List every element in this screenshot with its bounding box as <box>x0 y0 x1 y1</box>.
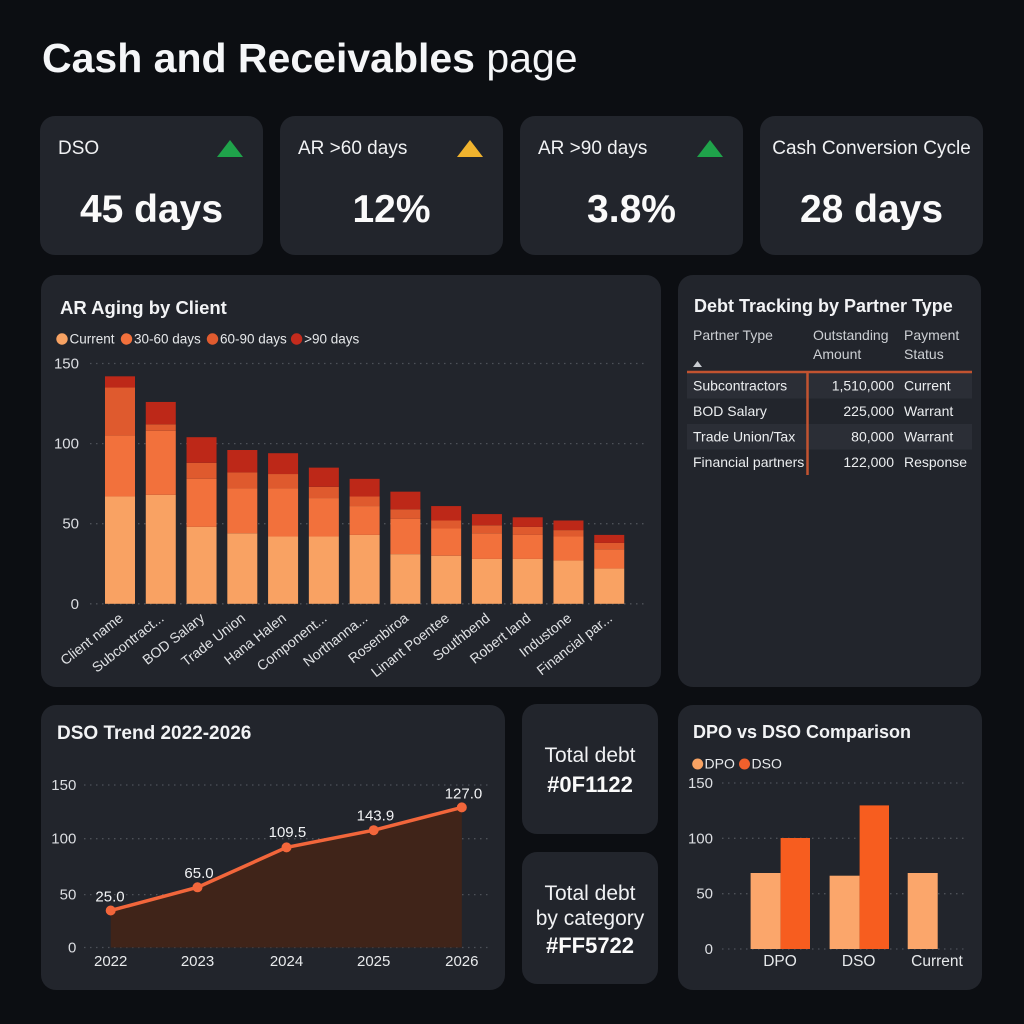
svg-text:60-90 days: 60-90 days <box>220 332 287 347</box>
svg-text:2023: 2023 <box>181 953 214 970</box>
svg-text:65.0: 65.0 <box>184 865 213 882</box>
svg-text:50: 50 <box>62 516 79 533</box>
svg-text:Current: Current <box>904 378 951 394</box>
svg-text:0: 0 <box>705 941 713 958</box>
svg-text:30-60 days: 30-60 days <box>134 332 201 347</box>
svg-text:25.0: 25.0 <box>95 889 124 906</box>
svg-text:DPO: DPO <box>763 953 797 970</box>
svg-text:143.9: 143.9 <box>357 808 395 825</box>
svg-text:Amount: Amount <box>813 346 861 362</box>
svg-text:1,510,000: 1,510,000 <box>832 378 894 394</box>
svg-text:2022: 2022 <box>94 953 127 970</box>
svg-text:Current: Current <box>70 332 115 347</box>
svg-text:2026: 2026 <box>445 953 478 970</box>
svg-text:Current: Current <box>911 953 963 970</box>
svg-text:Outstanding: Outstanding <box>813 327 889 343</box>
svg-text:122,000: 122,000 <box>843 454 894 470</box>
svg-text:>90 days: >90 days <box>304 332 359 347</box>
svg-text:DSO: DSO <box>752 756 782 772</box>
svg-text:225,000: 225,000 <box>843 403 894 419</box>
svg-text:Trade Union/Tax: Trade Union/Tax <box>693 429 795 445</box>
svg-text:2024: 2024 <box>270 953 303 970</box>
svg-text:109.5: 109.5 <box>269 824 307 841</box>
svg-text:2025: 2025 <box>357 953 390 970</box>
svg-text:50: 50 <box>696 886 713 903</box>
svg-text:50: 50 <box>60 887 77 904</box>
svg-text:BOD Salary: BOD Salary <box>693 403 767 419</box>
svg-text:Warrant: Warrant <box>904 429 953 445</box>
svg-text:Partner Type: Partner Type <box>693 327 773 343</box>
svg-text:Payment: Payment <box>904 327 959 343</box>
svg-text:Status: Status <box>904 346 944 362</box>
svg-text:150: 150 <box>688 775 713 792</box>
svg-text:127.0: 127.0 <box>445 785 483 802</box>
svg-text:Warrant: Warrant <box>904 403 953 419</box>
svg-text:80,000: 80,000 <box>851 429 894 445</box>
svg-text:Subcontractors: Subcontractors <box>693 378 787 394</box>
svg-text:Financial partners: Financial partners <box>693 454 804 470</box>
svg-text:DPO: DPO <box>705 756 735 772</box>
svg-text:DSO: DSO <box>842 953 876 970</box>
svg-text:100: 100 <box>688 830 713 847</box>
svg-text:150: 150 <box>51 777 76 794</box>
svg-text:Response: Response <box>904 454 967 470</box>
svg-text:150: 150 <box>54 356 79 373</box>
svg-text:100: 100 <box>54 436 79 453</box>
svg-text:0: 0 <box>71 596 79 613</box>
svg-text:0: 0 <box>68 940 76 957</box>
svg-text:100: 100 <box>51 831 76 848</box>
